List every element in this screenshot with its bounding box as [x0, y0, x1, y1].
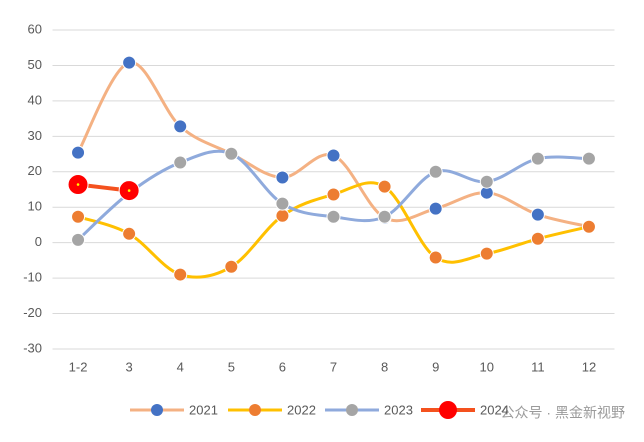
- data-point: [428, 164, 443, 179]
- data-point: [71, 145, 86, 160]
- data-point: [428, 250, 443, 265]
- data-point: [326, 209, 341, 224]
- data-point: [275, 196, 290, 211]
- y-tick-label: 60: [28, 21, 42, 36]
- watermark: 公众号 · 黑金新视野: [501, 405, 625, 421]
- y-tick-label: 40: [28, 92, 42, 107]
- data-point: [173, 155, 188, 170]
- legend-marker: [249, 404, 261, 416]
- data-point: [122, 55, 137, 70]
- data-point-center: [76, 183, 80, 186]
- data-point: [479, 174, 494, 189]
- data-point: [377, 209, 392, 224]
- data-point: [530, 207, 545, 222]
- x-tick-label: 10: [480, 359, 494, 374]
- legend-label: 2021: [189, 402, 218, 417]
- x-tick-label: 3: [126, 359, 133, 374]
- legend-marker: [439, 401, 457, 419]
- data-point: [173, 119, 188, 134]
- data-point: [275, 208, 290, 223]
- y-tick-label: 20: [28, 163, 42, 178]
- data-point: [326, 187, 341, 202]
- data-point-center: [127, 189, 131, 192]
- legend-marker: [346, 404, 358, 416]
- data-point: [479, 246, 494, 261]
- data-point: [530, 231, 545, 246]
- legend-label: 2024: [480, 402, 509, 417]
- y-tick-label: 10: [28, 199, 42, 214]
- data-point: [530, 151, 545, 166]
- x-tick-label: 8: [381, 359, 388, 374]
- data-point: [428, 201, 443, 216]
- data-point: [275, 170, 290, 185]
- data-point: [581, 219, 596, 234]
- x-tick-label: 9: [432, 359, 439, 374]
- data-point: [122, 226, 137, 241]
- legend-label: 2022: [287, 402, 316, 417]
- y-tick-label: -20: [23, 305, 42, 320]
- data-point: [224, 259, 239, 274]
- x-tick-label: 12: [582, 359, 596, 374]
- data-point: [173, 267, 188, 282]
- x-tick-label: 11: [531, 359, 545, 374]
- y-tick-label: 0: [35, 234, 42, 249]
- x-tick-label: 5: [228, 359, 235, 374]
- y-tick-label: 30: [28, 128, 42, 143]
- data-point: [326, 148, 341, 163]
- y-tick-label: -10: [23, 270, 42, 285]
- legend-label: 2023: [384, 402, 413, 417]
- data-point: [581, 151, 596, 166]
- x-tick-label: 1-2: [69, 359, 88, 374]
- series-line: [76, 61, 590, 229]
- x-tick-label: 4: [177, 359, 184, 374]
- y-tick-label: -30: [23, 340, 42, 355]
- data-point: [377, 179, 392, 194]
- legend-marker: [151, 404, 163, 416]
- data-point: [224, 146, 239, 161]
- x-tick-label: 7: [330, 359, 337, 374]
- x-tick-label: 6: [279, 359, 286, 374]
- data-point: [71, 209, 86, 224]
- data-point: [71, 232, 86, 247]
- y-tick-label: 50: [28, 57, 42, 72]
